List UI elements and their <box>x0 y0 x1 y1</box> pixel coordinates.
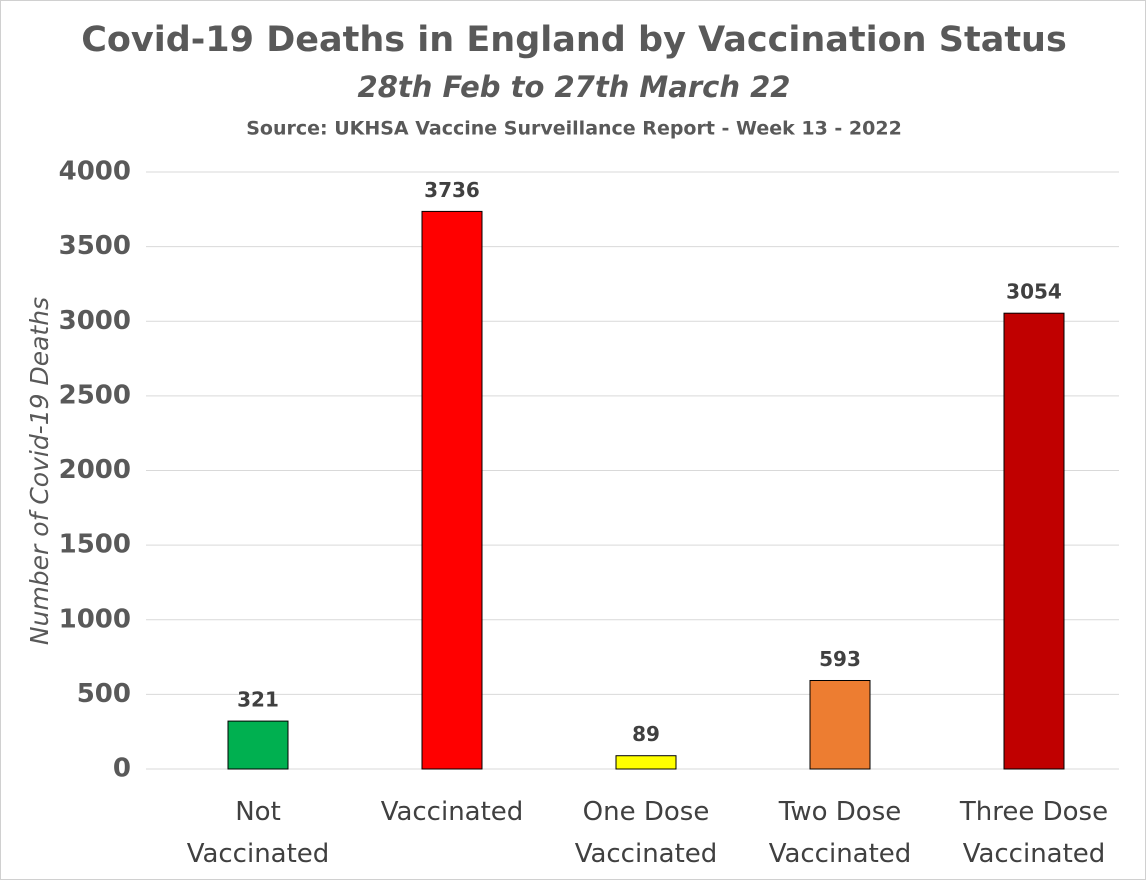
data-label: 3054 <box>1006 280 1062 304</box>
bar <box>615 755 677 770</box>
bar <box>421 210 483 770</box>
data-label: 593 <box>819 647 861 671</box>
chart-source: Source: UKHSA Vaccine Surveillance Repor… <box>246 118 902 140</box>
y-tick-label: 3500 <box>59 231 131 261</box>
y-tick-label: 2500 <box>59 380 131 410</box>
y-tick-label: 3000 <box>59 306 131 336</box>
bar <box>1003 312 1065 770</box>
x-tick-label: One Dose Vaccinated <box>574 797 718 869</box>
data-label: 89 <box>632 722 660 746</box>
data-label: 321 <box>237 688 279 712</box>
chart-title: Covid-19 Deaths in England by Vaccinatio… <box>81 20 1067 60</box>
y-axis-label: Number of Covid-19 Deaths <box>25 297 54 645</box>
x-tick-label: Three Dose Vaccinated <box>959 797 1109 869</box>
y-tick-label: 500 <box>77 679 131 709</box>
x-tick-label: Two Dose Vaccinated <box>768 797 912 869</box>
x-tick-label: Vaccinated <box>380 797 524 827</box>
y-tick-label: 1500 <box>59 530 131 560</box>
y-tick-label: 0 <box>113 754 131 784</box>
bar <box>809 679 871 770</box>
chart-subtitle: 28th Feb to 27th March 22 <box>358 70 791 104</box>
y-tick-label: 1000 <box>59 604 131 634</box>
y-tick-label: 4000 <box>59 157 131 187</box>
x-tick-label: Not Vaccinated <box>186 797 330 869</box>
data-label: 3736 <box>424 178 480 202</box>
bar <box>227 720 289 770</box>
y-tick-label: 2000 <box>59 455 131 485</box>
